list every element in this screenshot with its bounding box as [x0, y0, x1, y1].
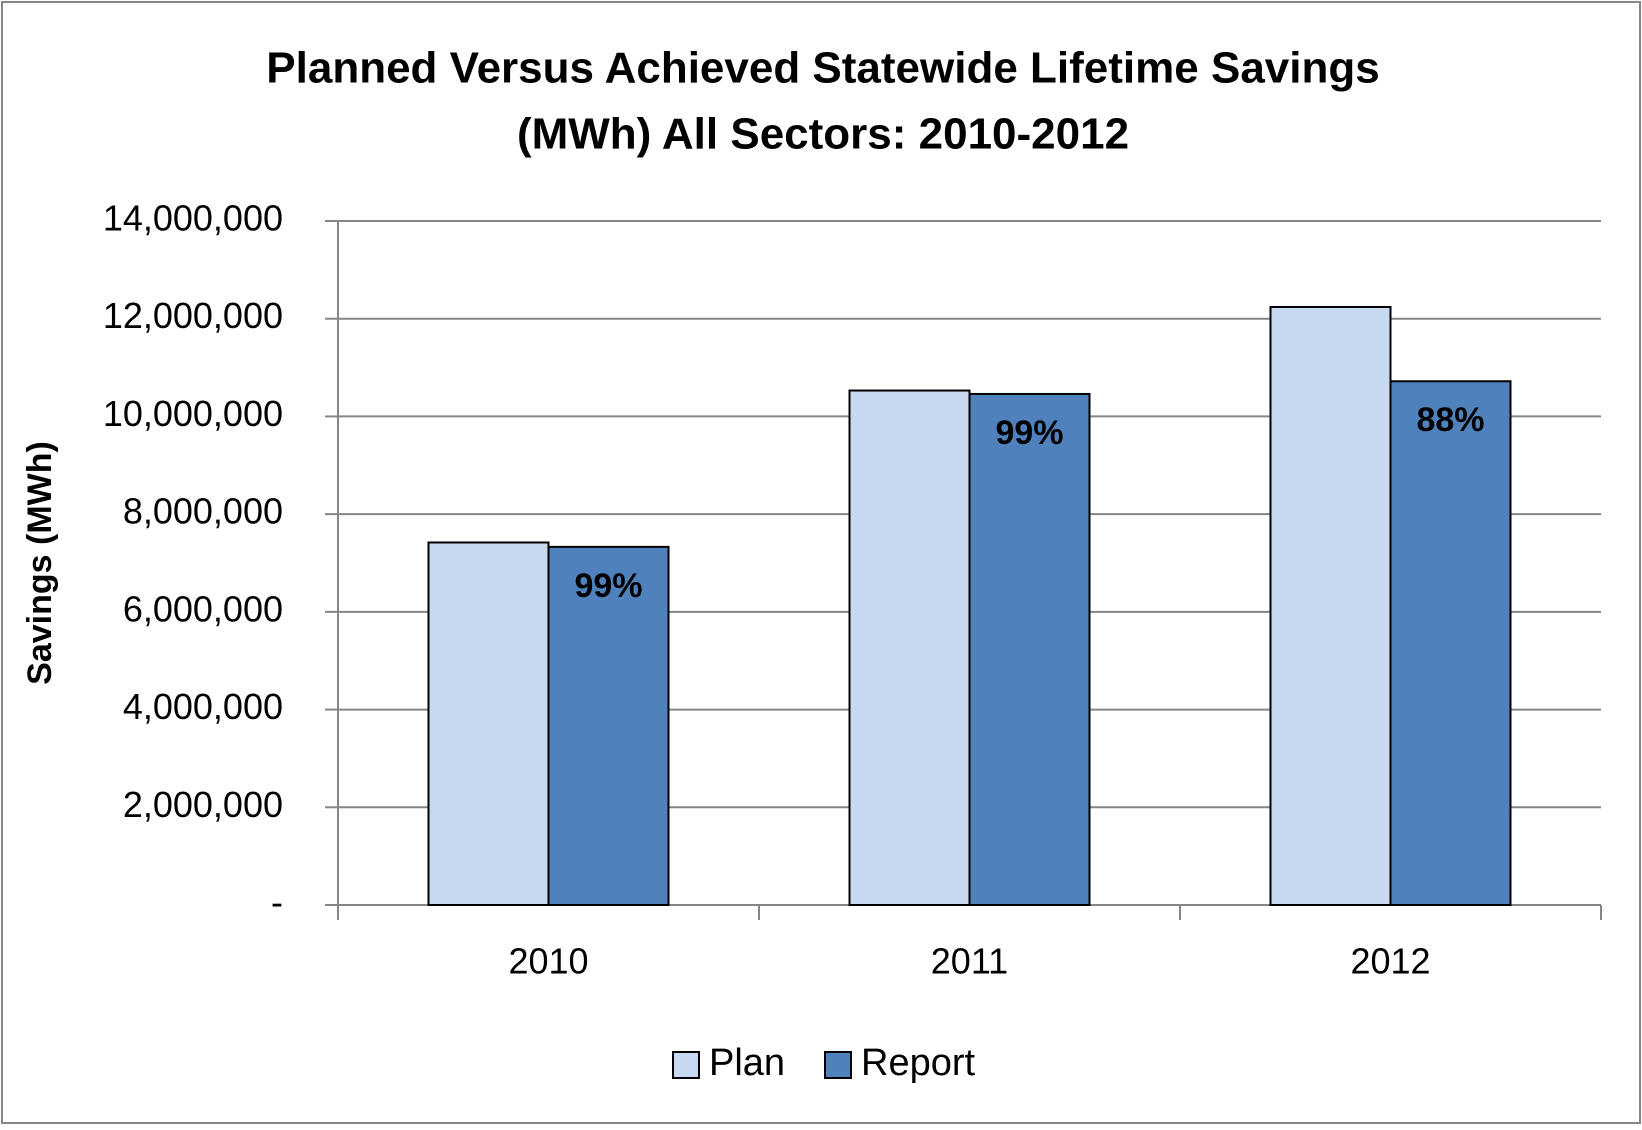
y-tick-label: 8,000,000 [123, 491, 283, 532]
legend-label: Report [861, 1042, 975, 1084]
legend-swatch [672, 1051, 700, 1079]
legend-swatch [824, 1051, 852, 1079]
bar [968, 392, 1091, 906]
bar [547, 545, 670, 906]
y-tick-label: 4,000,000 [123, 686, 283, 727]
bar [1269, 305, 1392, 906]
annotation: 88% [1416, 401, 1484, 439]
chart-title: Planned Versus Achieved Statewide Lifeti… [266, 44, 1379, 93]
legend-label: Plan [709, 1042, 785, 1084]
x-tick-label: 2012 [1350, 941, 1430, 982]
bar [427, 541, 550, 906]
y-tick-label: - [271, 882, 283, 923]
chart-title: (MWh) All Sectors: 2010-2012 [517, 110, 1129, 159]
annotation: 99% [995, 414, 1063, 452]
y-tick-label: 10,000,000 [103, 393, 283, 434]
bar [1389, 380, 1512, 907]
y-tick-label: 6,000,000 [123, 588, 283, 629]
y-tick-label: 12,000,000 [103, 295, 283, 336]
annotation: 99% [574, 567, 642, 605]
x-tick-label: 2010 [508, 941, 588, 982]
bar [848, 389, 971, 906]
y-axis-label: Savings (MWh) [21, 441, 59, 685]
y-tick-label: 14,000,000 [103, 198, 283, 239]
y-tick-label: 2,000,000 [123, 784, 283, 825]
x-tick-label: 2011 [931, 941, 1008, 982]
